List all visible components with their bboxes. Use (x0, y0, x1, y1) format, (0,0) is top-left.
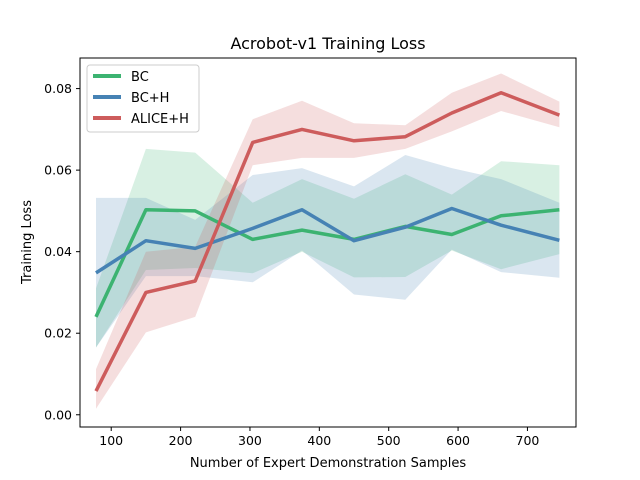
series-line-bc-h (95, 206, 560, 275)
series-line-alice-h (94, 90, 561, 392)
y-tick-label: 0.04 (44, 244, 72, 259)
y-tick-label: 0.00 (44, 407, 72, 422)
confidence-bands (96, 73, 560, 409)
legend-label-bc: BC (131, 70, 149, 85)
series-lines (94, 90, 561, 392)
axes-frame (79, 57, 577, 428)
x-tick-label: 700 (516, 433, 540, 448)
x-axis-ticks: 100 200 300 400 500 600 700 (99, 427, 539, 448)
x-tick-label: 400 (307, 433, 331, 448)
legend: BC BC+H ALICE+H (86, 64, 200, 133)
band-alice-h (96, 73, 560, 409)
series-line-bc (94, 207, 560, 318)
y-tick-label: 0.02 (44, 326, 72, 341)
x-tick-label: 500 (377, 433, 401, 448)
y-tick-label: 0.06 (44, 163, 72, 178)
y-axis-ticks: 0.00 0.02 0.04 0.06 0.08 (44, 81, 80, 422)
x-tick-label: 100 (99, 433, 123, 448)
y-tick-label: 0.08 (44, 81, 72, 96)
band-bc (96, 148, 560, 348)
plot-area (79, 57, 577, 428)
legend-label-bc-h: BC+H (131, 91, 169, 106)
x-tick-label: 200 (169, 433, 193, 448)
legend-label-alice-h: ALICE+H (131, 112, 189, 127)
chart-title: Acrobot-v1 Training Loss (230, 34, 425, 53)
x-axis-label: Number of Expert Demonstration Samples (190, 456, 467, 471)
legend-box (86, 64, 200, 133)
x-tick-label: 300 (238, 433, 262, 448)
band-bc-h (96, 155, 560, 348)
x-tick-label: 600 (446, 433, 470, 448)
y-axis-label: Training Loss (20, 200, 35, 285)
